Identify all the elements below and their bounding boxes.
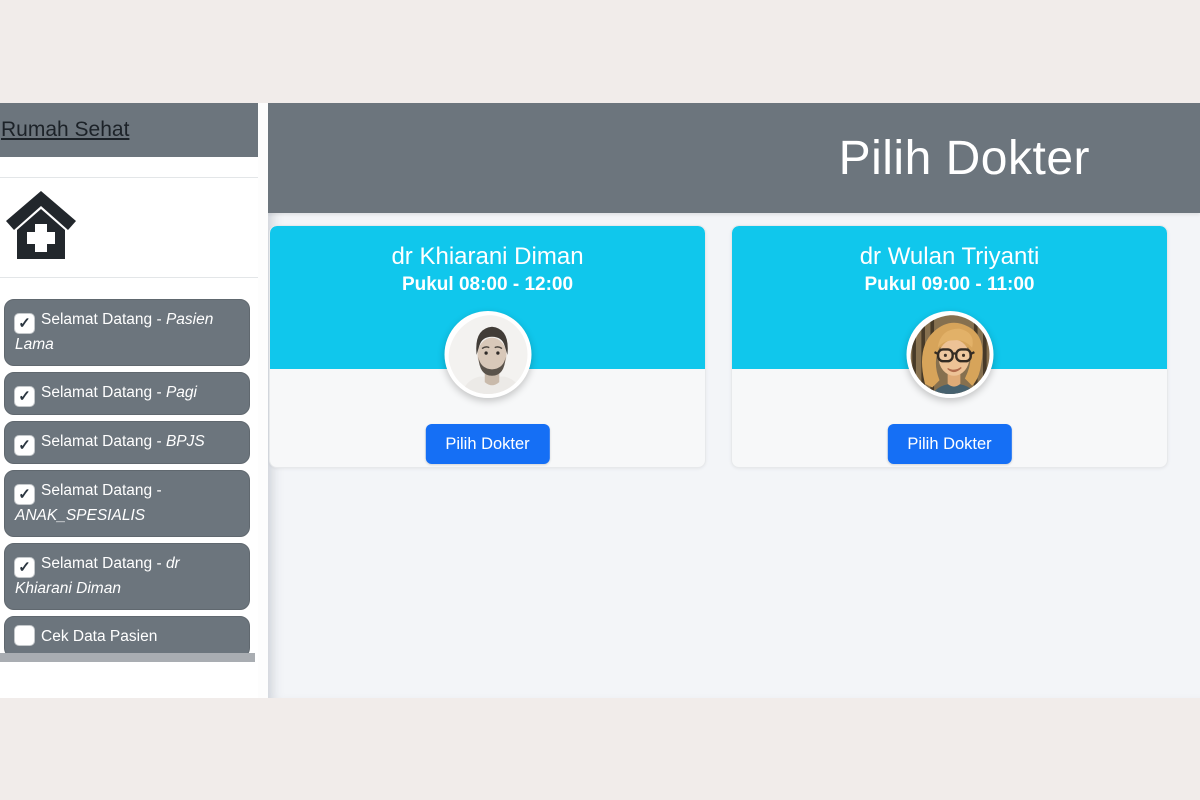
sidebar-item-label: Selamat Datang - Pasien Lama xyxy=(15,311,214,353)
doctor-name: dr Khiarani Diman xyxy=(391,243,584,270)
sidebar-item-label: Cek Data Pasien xyxy=(41,628,158,645)
page-title: Pilih Dokter xyxy=(838,131,1090,185)
checkbox-icon[interactable] xyxy=(15,485,34,504)
doctor-avatar-photo xyxy=(906,311,993,398)
pilih-dokter-button[interactable]: Pilih Dokter xyxy=(425,424,550,464)
doctor-schedule: Pukul 08:00 - 12:00 xyxy=(401,274,574,295)
sidebar-item-anak-spesialis[interactable]: Selamat Datang - ANAK_SPESIALIS xyxy=(4,470,250,537)
checkbox-icon[interactable] xyxy=(15,558,34,577)
brand-link[interactable]: Rumah Sehat xyxy=(1,118,130,141)
sidebar-item-pagi[interactable]: Selamat Datang - Pagi xyxy=(4,372,250,415)
pilih-dokter-button[interactable]: Pilih Dokter xyxy=(887,424,1012,464)
doctor-avatar-photo xyxy=(444,311,531,398)
sidebar-item-bpjs[interactable]: Selamat Datang - BPJS xyxy=(4,421,250,464)
doctor-card: dr Wulan Triyanti Pukul 09:00 - 11:00 xyxy=(731,225,1168,468)
sidebar-item-dr-khiarani-diman[interactable]: Selamat Datang - dr Khiarani Diman xyxy=(4,543,250,610)
main-content: Pilih Dokter dr Khiarani Diman Pukul 08:… xyxy=(268,103,1200,698)
divider xyxy=(0,277,258,278)
checkbox-icon[interactable] xyxy=(15,314,34,333)
sidebar-item-label: Selamat Datang - dr Khiarani Diman xyxy=(15,555,180,597)
doctor-card-list: dr Khiarani Diman Pukul 08:00 - 12:00 xyxy=(268,213,1200,468)
female-glasses-portrait xyxy=(910,315,989,394)
sidebar-menu: Selamat Datang - Pasien Lama Selamat Dat… xyxy=(0,299,258,658)
sidebar-item-pasien-lama[interactable]: Selamat Datang - Pasien Lama xyxy=(4,299,250,366)
page-header: Pilih Dokter xyxy=(268,103,1200,213)
doctor-schedule: Pukul 09:00 - 11:00 xyxy=(864,274,1035,295)
sidebar: Rumah Sehat Selamat Datang - Pasien Lama… xyxy=(0,103,258,698)
sidebar-item-label: Selamat Datang - ANAK_SPESIALIS xyxy=(15,482,162,524)
sidebar-item-cek-data-pasien[interactable]: Cek Data Pasien xyxy=(4,616,250,658)
horizontal-scrollbar[interactable] xyxy=(0,653,255,662)
doctor-card: dr Khiarani Diman Pukul 08:00 - 12:00 xyxy=(269,225,706,468)
divider xyxy=(0,177,258,178)
sidebar-main-gap xyxy=(258,103,268,698)
sidebar-item-label: Selamat Datang - Pagi xyxy=(41,384,197,401)
checkbox-icon[interactable] xyxy=(15,387,34,406)
checkbox-icon[interactable] xyxy=(15,626,34,645)
checkbox-icon[interactable] xyxy=(15,436,34,455)
doctor-name: dr Wulan Triyanti xyxy=(859,243,1040,270)
medical-house-icon-glyph xyxy=(6,191,76,259)
sidebar-item-label: Selamat Datang - BPJS xyxy=(41,433,205,450)
medical-house-icon[interactable] xyxy=(4,190,78,261)
app-window: Rumah Sehat Selamat Datang - Pasien Lama… xyxy=(0,103,1200,698)
sidebar-header: Rumah Sehat xyxy=(0,103,258,157)
male-bearded-portrait xyxy=(448,315,527,394)
